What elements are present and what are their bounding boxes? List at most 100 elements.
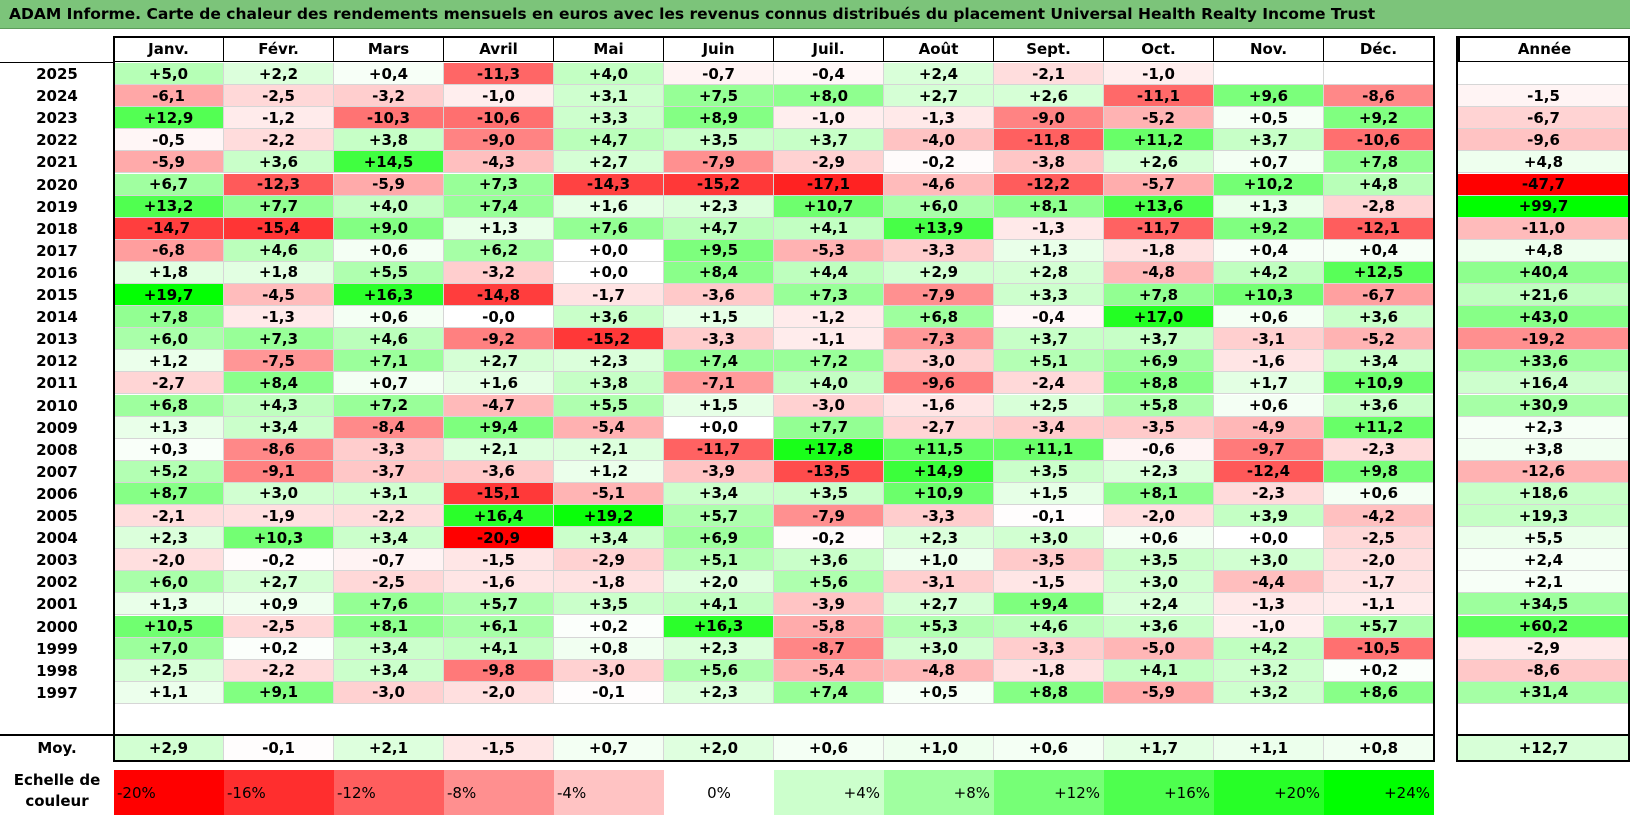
heatmap-cell: +1,2 — [114, 350, 224, 373]
heatmap-cell: +1,5 — [664, 394, 774, 417]
annual-total-cell: -11,0 — [1458, 217, 1630, 240]
heatmap-cell: -14,7 — [114, 217, 224, 240]
heatmap-cell: +0,3 — [114, 438, 224, 461]
heatmap-cell: +9,4 — [444, 416, 554, 439]
scale-swatch: -4% — [554, 770, 664, 815]
heatmap-cell: -2,2 — [224, 659, 334, 682]
heatmap-cell: -1,5 — [994, 571, 1104, 594]
heatmap-cell: +2,9 — [884, 261, 994, 284]
row-year-label: 1997 — [36, 683, 78, 702]
heatmap-cell: -7,1 — [664, 372, 774, 395]
heatmap-cell: -3,2 — [334, 85, 444, 108]
heatmap-cell: +8,6 — [1324, 681, 1434, 704]
heatmap-cell: -9,0 — [444, 129, 554, 152]
heatmap-cell: -10,6 — [444, 107, 554, 130]
row-year-label: 2022 — [36, 131, 78, 150]
heatmap-cell: +5,0 — [114, 63, 224, 86]
heatmap-cell: +4,0 — [334, 195, 444, 218]
average-row-label: Moy. — [37, 739, 77, 757]
heatmap-cell: -11,3 — [444, 63, 554, 86]
heatmap-cell: -5,9 — [114, 151, 224, 174]
heatmap-cell: +0,4 — [334, 63, 444, 86]
month-header: Août — [884, 36, 994, 62]
annual-total-cell: -6,7 — [1458, 107, 1630, 130]
row-year-label: 2023 — [36, 109, 78, 128]
month-header: Mai — [554, 36, 664, 62]
heatmap-cell: +9,5 — [664, 239, 774, 262]
heatmap-cell: +2,3 — [114, 527, 224, 550]
heatmap-cell: +3,2 — [1214, 659, 1324, 682]
heatmap-cell: -10,3 — [334, 107, 444, 130]
heatmap-cell: -0,2 — [224, 549, 334, 572]
heatmap-cell: -2,7 — [114, 372, 224, 395]
heatmap-cell: +0,7 — [1214, 151, 1324, 174]
scale-swatch: -16% — [224, 770, 334, 815]
heatmap-cell: +0,6 — [1214, 306, 1324, 329]
heatmap-cell: +14,9 — [884, 460, 994, 483]
heatmap-cell: +7,7 — [224, 195, 334, 218]
heatmap-cell: -3,5 — [994, 549, 1104, 572]
heatmap-cell: +1,3 — [114, 416, 224, 439]
heatmap-cell: +3,6 — [1104, 615, 1214, 638]
heatmap-cell: -0,7 — [664, 63, 774, 86]
row-year-label: 2003 — [36, 551, 78, 570]
heatmap-cell: +1,3 — [444, 217, 554, 240]
heatmap-cell: -12,2 — [994, 173, 1104, 196]
heatmap-cell: +0,6 — [1214, 394, 1324, 417]
heatmap-cell: +3,4 — [664, 482, 774, 505]
heatmap-cell: -0,0 — [444, 306, 554, 329]
scale-swatch: 0% — [664, 770, 774, 815]
heatmap-cell: +11,2 — [1104, 129, 1214, 152]
month-header: Nov. — [1214, 36, 1324, 62]
heatmap-cell: -1,6 — [884, 394, 994, 417]
heatmap-cell: +5,6 — [774, 571, 884, 594]
heatmap-cell: +10,7 — [774, 195, 884, 218]
scale-swatch: +20% — [1214, 770, 1324, 815]
heatmap-cell: +6,0 — [114, 328, 224, 351]
month-header: Sept. — [994, 36, 1104, 62]
heatmap-cell — [1214, 63, 1324, 86]
heatmap-cell: -2,1 — [114, 505, 224, 528]
heatmap-cell: +1,2 — [554, 460, 664, 483]
row-year-label: 2024 — [36, 87, 78, 106]
heatmap-cell: -5,4 — [554, 416, 664, 439]
row-year-label: 2020 — [36, 175, 78, 194]
heatmap-cell: +7,3 — [444, 173, 554, 196]
heatmap-cell: +5,8 — [1104, 394, 1214, 417]
scale-swatch: +4% — [774, 770, 884, 815]
heatmap-cell: -1,8 — [994, 659, 1104, 682]
heatmap-cell: -1,2 — [224, 107, 334, 130]
heatmap-cell: -7,9 — [664, 151, 774, 174]
row-year-label: 2005 — [36, 507, 78, 526]
heatmap-cell: -12,3 — [224, 173, 334, 196]
heatmap-cell: +8,7 — [114, 482, 224, 505]
annual-total-cell: +4,8 — [1458, 151, 1630, 174]
heatmap-cell: +4,4 — [774, 261, 884, 284]
heatmap-cell: +6,7 — [114, 173, 224, 196]
heatmap-cell: +19,2 — [554, 505, 664, 528]
annual-total-cell: -9,6 — [1458, 129, 1630, 152]
heatmap-cell: -6,8 — [114, 239, 224, 262]
heatmap-cell: +0,6 — [1324, 482, 1434, 505]
year-total-header: Année — [1458, 36, 1630, 62]
heatmap-cell: -8,6 — [1324, 85, 1434, 108]
heatmap-cell: -2,5 — [334, 571, 444, 594]
heatmap-cell: +7,4 — [444, 195, 554, 218]
row-year-label: 2017 — [36, 241, 78, 260]
heatmap-cell: +0,0 — [554, 239, 664, 262]
heatmap-cell: -3,6 — [444, 460, 554, 483]
row-year-label: 2004 — [36, 529, 78, 548]
average-separator — [0, 734, 1434, 736]
heatmap-cell: +1,5 — [994, 482, 1104, 505]
heatmap-cell: +16,3 — [664, 615, 774, 638]
heatmap-cell: -11,1 — [1104, 85, 1214, 108]
heatmap-cell: +6,9 — [664, 527, 774, 550]
heatmap-cell: +7,3 — [774, 284, 884, 307]
heatmap-cell: +2,7 — [554, 151, 664, 174]
heatmap-cell: +8,0 — [774, 85, 884, 108]
heatmap-cell: +3,4 — [334, 637, 444, 660]
heatmap-cell: -4,8 — [1104, 261, 1214, 284]
annual-total-cell: +5,5 — [1458, 527, 1630, 550]
heatmap-cell: -1,0 — [1214, 615, 1324, 638]
heatmap-cell: -3,3 — [334, 438, 444, 461]
